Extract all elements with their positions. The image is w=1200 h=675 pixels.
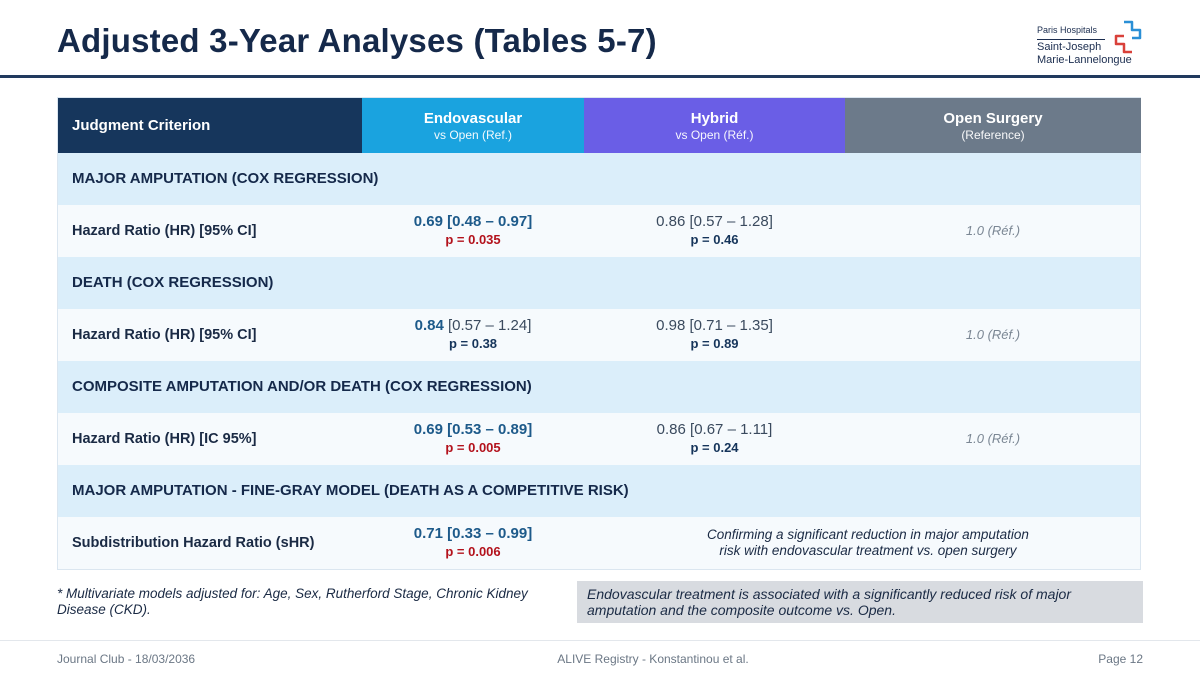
logo-line-2: Saint-Joseph <box>1037 41 1102 53</box>
hospital-logo: Paris Hospitals Saint-Joseph Marie-Lanne… <box>1037 20 1157 70</box>
logo-line-1: Paris Hospitals <box>1037 25 1098 35</box>
footer-center: ALIVE Registry - Konstantinou et al. <box>557 652 749 666</box>
endo-cell: 0.71 [0.33 – 0.99] p = 0.006 <box>413 525 533 559</box>
section-composite: COMPOSITE AMPUTATION AND/OR DEATH (COX R… <box>58 361 1140 413</box>
conclusion-box: Endovascular treatment is associated wit… <box>577 581 1143 623</box>
endo-cell: 0.69 [0.53 – 0.89] p = 0.005 <box>413 421 533 455</box>
logo-line-3: Marie-Lannelongue <box>1037 54 1132 66</box>
open-cell: 1.0 (Réf.) <box>965 431 1021 446</box>
table-row: Subdistribution Hazard Ratio (sHR) 0.71 … <box>58 517 1140 569</box>
criterion-label: Hazard Ratio (HR) [95% CI] <box>72 223 257 239</box>
open-cell: 1.0 (Réf.) <box>965 327 1021 342</box>
logo-divider <box>1037 39 1105 40</box>
header-hybrid: Hybrid vs Open (Réf.) <box>584 98 845 153</box>
header-criterion: Judgment Criterion <box>58 98 362 153</box>
table-row: Hazard Ratio (HR) [95% CI] 0.84 [0.57 – … <box>58 309 1140 361</box>
criterion-label: Hazard Ratio (HR) [95% CI] <box>72 327 257 343</box>
footer-left: Journal Club - 18/03/2036 <box>57 652 196 666</box>
header-open-surgery: Open Surgery (Reference) <box>845 98 1141 153</box>
table-row: Hazard Ratio (HR) [IC 95%] 0.69 [0.53 – … <box>58 413 1140 465</box>
section-major-amputation: MAJOR AMPUTATION (COX REGRESSION) <box>58 153 1140 205</box>
open-cell: 1.0 (Réf.) <box>965 223 1021 238</box>
hybrid-cell: 0.86 [0.67 – 1.11] p = 0.24 <box>656 421 773 455</box>
page-number: Page 12 <box>1098 652 1143 666</box>
table-row: Hazard Ratio (HR) [95% CI] 0.69 [0.48 – … <box>58 205 1140 257</box>
section-death: DEATH (COX REGRESSION) <box>58 257 1140 309</box>
criterion-label: Hazard Ratio (HR) [IC 95%] <box>72 431 257 447</box>
criterion-label: Subdistribution Hazard Ratio (sHR) <box>72 535 315 551</box>
footnote: * Multivariate models adjusted for: Age,… <box>57 586 528 617</box>
hybrid-cell: 0.86 [0.57 – 1.28] p = 0.46 <box>656 213 773 247</box>
page-title: Adjusted 3-Year Analyses (Tables 5-7) <box>57 22 657 59</box>
fine-gray-note: Confirming a significant reduction in ma… <box>707 527 1029 558</box>
section-fine-gray: MAJOR AMPUTATION - FINE-GRAY MODEL (DEAT… <box>58 465 1140 517</box>
results-table: Judgment Criterion Endovascular vs Open … <box>57 97 1141 570</box>
cross-logo-icon <box>1114 20 1142 54</box>
hybrid-cell: 0.98 [0.71 – 1.35] p = 0.89 <box>656 317 773 351</box>
footer-divider <box>0 640 1200 641</box>
endo-cell: 0.69 [0.48 – 0.97] p = 0.035 <box>413 213 533 247</box>
title-divider <box>0 75 1200 78</box>
header-endovascular: Endovascular vs Open (Ref.) <box>362 98 584 153</box>
endo-cell: 0.84 [0.57 – 1.24] p = 0.38 <box>414 317 532 351</box>
